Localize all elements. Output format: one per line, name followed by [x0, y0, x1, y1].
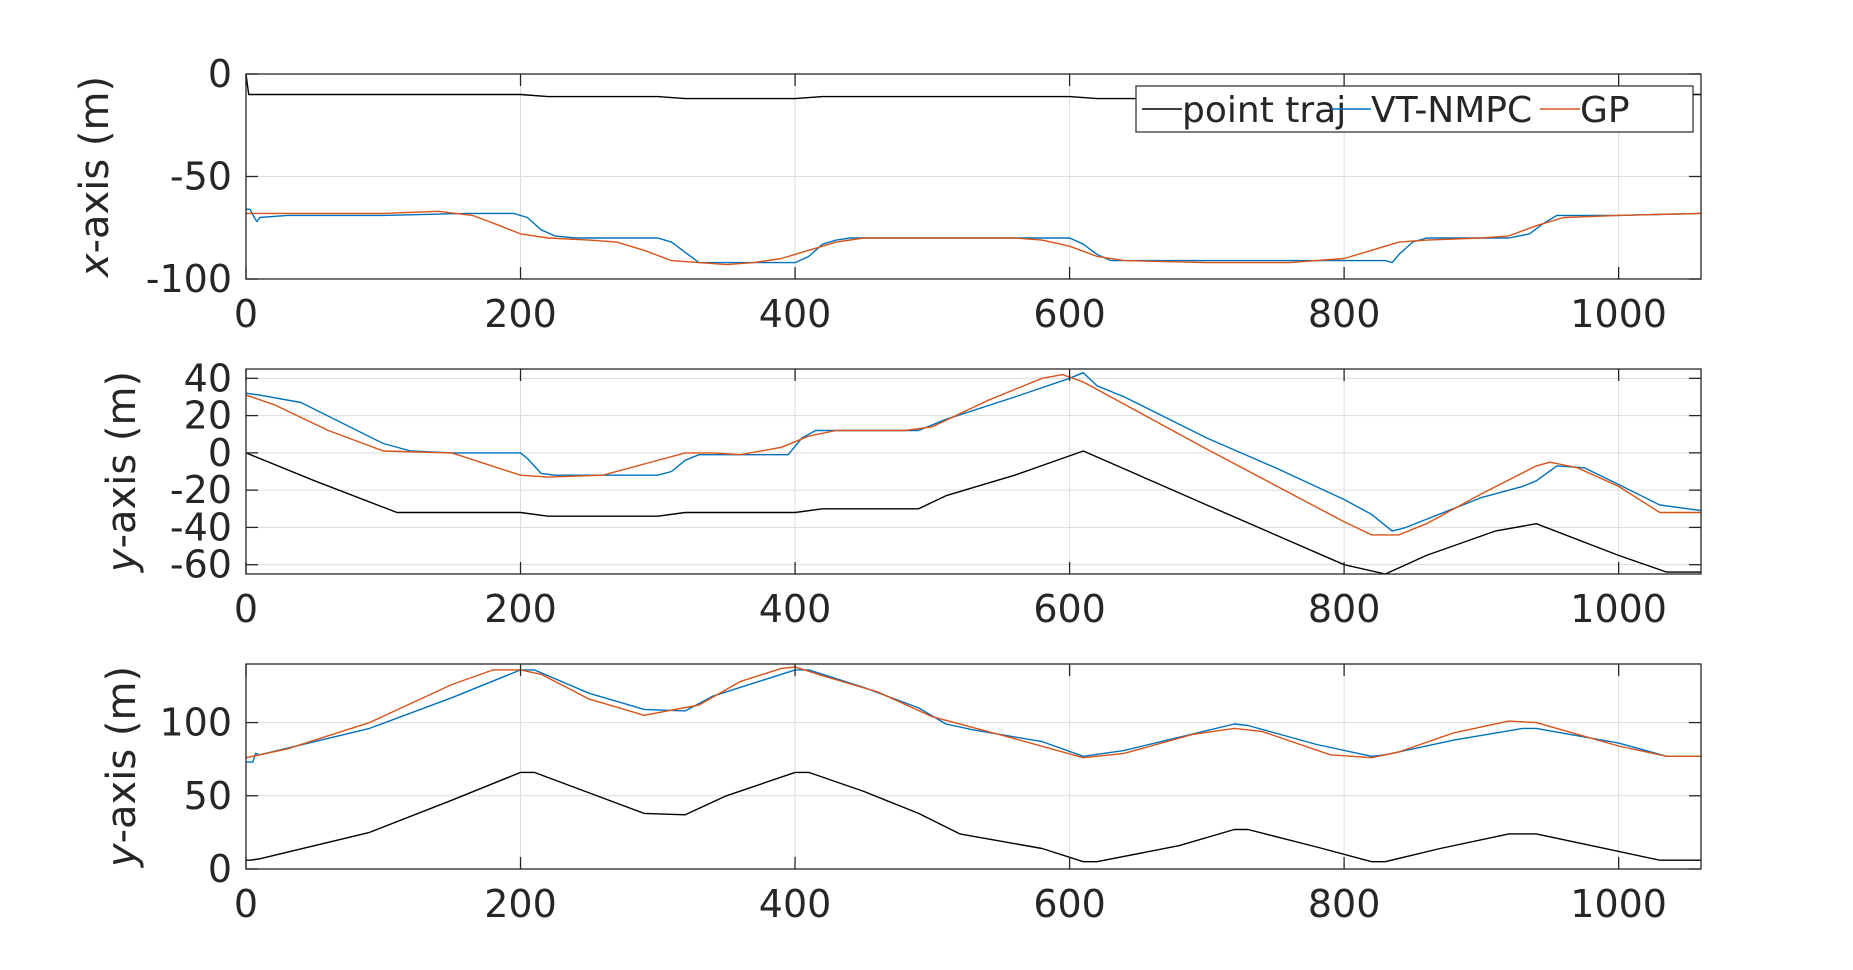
x-tick-label: 400 — [759, 587, 832, 631]
y-axis-label: y-axis (m) — [99, 371, 145, 573]
legend: point traj VT-NMPC GP — [1135, 85, 1694, 133]
y-axis-label-variable: x — [72, 253, 118, 279]
series-line-vt-nmpc — [246, 208, 1702, 264]
y-tick-label: 0 — [208, 431, 232, 475]
tick-marks — [245, 664, 1701, 870]
x-tick-label: 0 — [234, 587, 258, 631]
y-tick-label: -20 — [170, 468, 232, 512]
tick-labels: 0 200 400 600 800 1000 0 -50 -100 — [146, 52, 1667, 336]
series-line-point-traj — [245, 450, 1701, 575]
x-tick-label: 200 — [484, 587, 557, 631]
series-line-point-traj — [246, 771, 1701, 863]
x-tick-label: 600 — [1033, 587, 1106, 631]
tick-marks — [245, 369, 1701, 574]
y-axis-subplot-2: 0 200 400 600 800 1000 0 50 100 y-axis (m) — [99, 663, 1702, 926]
legend-label: GP — [1580, 90, 1630, 131]
x-tick-label: 400 — [759, 882, 832, 926]
x-tick-label: 800 — [1308, 292, 1381, 336]
y-tick-label: -60 — [170, 543, 232, 587]
series-line-vt-nmpc — [246, 669, 1701, 763]
y-axis-label-variable: y — [99, 547, 145, 573]
legend-label: point traj — [1182, 90, 1346, 131]
y-tick-label: 0 — [208, 52, 232, 96]
tick-marks — [245, 73, 1701, 280]
series-lines — [245, 666, 1701, 863]
legend-box — [1135, 85, 1694, 133]
y-tick-label: 100 — [159, 701, 232, 745]
x-tick-label: 0 — [234, 882, 258, 926]
x-tick-label: 600 — [1033, 292, 1106, 336]
axes-box — [245, 368, 1702, 575]
y-axis-label-variable: y — [99, 842, 145, 868]
plot-area — [246, 369, 1701, 574]
x-tick-label: 800 — [1308, 587, 1381, 631]
series-line-vt-nmpc — [245, 372, 1702, 532]
x-tick-label: 1000 — [1570, 587, 1667, 631]
x-tick-label: 400 — [759, 292, 832, 336]
y-axis-label-text: -axis (m) — [99, 666, 145, 843]
y-tick-label: -40 — [170, 505, 232, 549]
y-tick-label: 20 — [184, 394, 232, 438]
x-axis-subplot: 0 200 400 600 800 1000 0 -50 -100 x-axis (m) poi… — [72, 52, 1702, 336]
y-tick-label: -100 — [146, 257, 232, 301]
series-line-gp — [246, 210, 1702, 266]
x-tick-label: 0 — [234, 292, 258, 336]
tick-labels: 0 200 400 600 800 1000 0 50 100 — [159, 701, 1667, 926]
y-axis-label: x-axis (m) — [72, 76, 118, 279]
series-line-gp — [245, 373, 1701, 536]
x-tick-label: 200 — [484, 882, 557, 926]
plot-area — [246, 664, 1701, 869]
y-tick-label: 0 — [208, 847, 232, 891]
y-axis-label: y-axis (m) — [99, 666, 145, 868]
x-tick-label: 200 — [484, 292, 557, 336]
x-tick-label: 600 — [1033, 882, 1106, 926]
legend-label: VT-NMPC — [1371, 90, 1532, 131]
y-tick-label: 40 — [184, 356, 232, 400]
x-tick-label: 1000 — [1570, 292, 1667, 336]
x-tick-label: 800 — [1308, 882, 1381, 926]
y-tick-label: 50 — [184, 774, 232, 818]
series-line-gp — [245, 666, 1701, 759]
y-axis-label-text: -axis (m) — [72, 76, 118, 253]
y-tick-label: -50 — [170, 155, 232, 199]
series-lines — [245, 372, 1702, 575]
axes-box — [245, 663, 1702, 870]
x-tick-label: 1000 — [1570, 882, 1667, 926]
y-axis-label-text: -axis (m) — [99, 371, 145, 548]
